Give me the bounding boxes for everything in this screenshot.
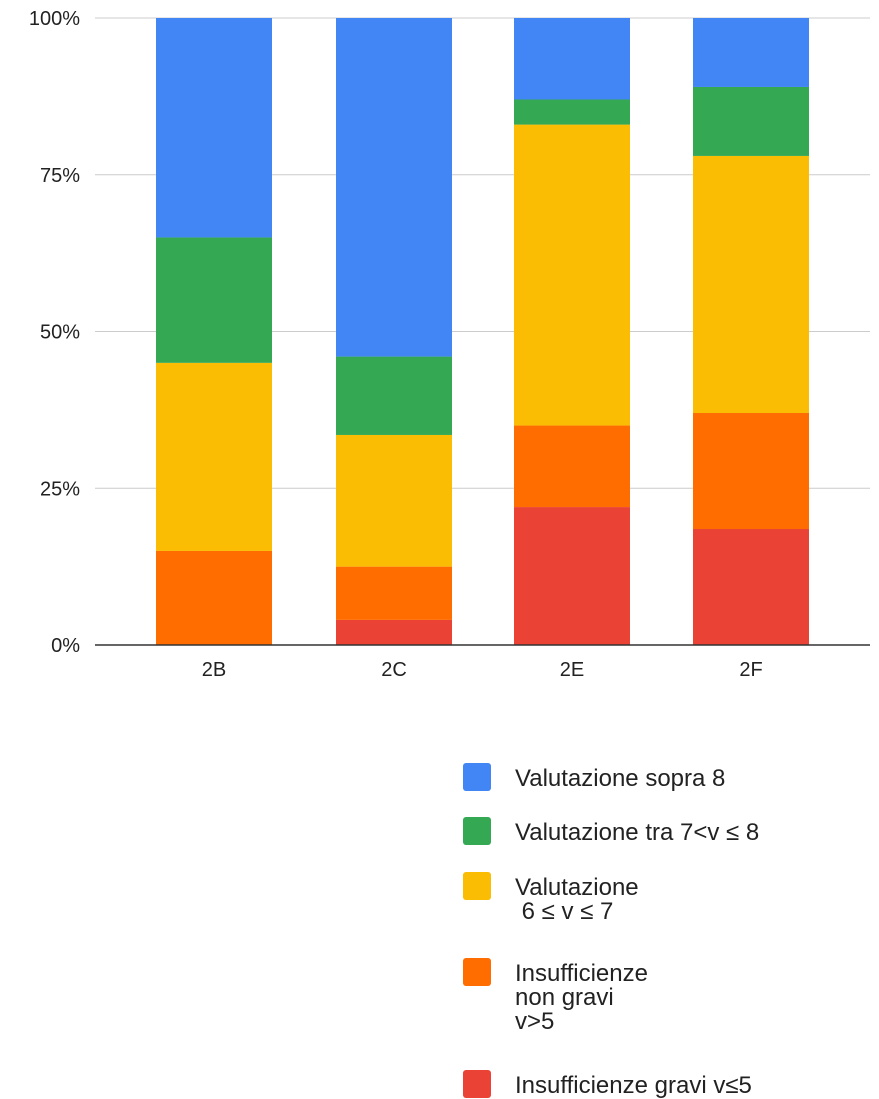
bar-segment-2f-3 <box>693 86 809 156</box>
y-tick-label: 50% <box>40 322 80 344</box>
legend-label: Valutazione 6 ≤ v ≤ 7 <box>515 874 639 925</box>
legend-item: Insufficienze gravi v≤5 <box>463 1070 752 1099</box>
y-tick-label: 0% <box>51 635 80 657</box>
legend-label-line: Valutazione <box>515 874 639 901</box>
legend-swatch <box>463 1070 491 1098</box>
legend-swatch <box>463 958 491 986</box>
bar-segment-2e-3 <box>514 99 630 125</box>
bar-segment-2c-0 <box>336 619 452 645</box>
x-tick-label: 2C <box>381 659 407 681</box>
bar-segment-2c-4 <box>336 18 452 357</box>
bar-segment-2e-2 <box>514 124 630 426</box>
x-tick-label: 2F <box>739 659 762 681</box>
bar-segment-2f-4 <box>693 18 809 87</box>
bar-segment-2b-4 <box>156 18 272 238</box>
legend-item: Valutazione tra 7<v ≤ 8 <box>463 817 759 846</box>
bar-segment-2b-3 <box>156 237 272 363</box>
bar-segment-2f-0 <box>693 529 809 645</box>
legend-label-line: Insufficienze gravi v≤5 <box>515 1072 752 1099</box>
x-tick-label: 2B <box>202 659 226 681</box>
legend: Valutazione sopra 8 Valutazione tra 7<v ≤… <box>463 763 759 1099</box>
bar-segment-2e-0 <box>514 507 630 645</box>
legend-label: Valutazione sopra 8 <box>515 765 725 792</box>
legend-label: Valutazione tra 7<v ≤ 8 <box>515 819 759 846</box>
x-tick-label: 2E <box>560 659 584 681</box>
bar-segment-2b-2 <box>156 362 272 551</box>
legend-label-line: Insufficienze <box>515 960 648 987</box>
axes: 0% 25% 50% 75% 100% 2B 2C 2E 2F <box>29 8 870 681</box>
bar-segment-2e-4 <box>514 18 630 100</box>
legend-swatch <box>463 763 491 791</box>
legend-label-line: Valutazione tra 7<v ≤ 8 <box>515 819 759 846</box>
bar-segment-2f-2 <box>693 155 809 414</box>
bar-segment-2c-3 <box>336 356 452 435</box>
legend-swatch <box>463 872 491 900</box>
legend-label-line: Valutazione sopra 8 <box>515 765 725 792</box>
legend-label-line: non gravi <box>515 984 614 1011</box>
bar-segment-2e-1 <box>514 425 630 508</box>
legend-label: Insufficienze gravi v≤5 <box>515 1072 752 1099</box>
bar-segment-2f-1 <box>693 413 809 530</box>
bar-segment-2c-1 <box>336 566 452 620</box>
y-tick-label: 25% <box>40 478 80 500</box>
legend-label-line: v>5 <box>515 1008 554 1035</box>
legend-item: Insufficienze non gravi v>5 <box>463 958 648 1035</box>
legend-swatch <box>463 817 491 845</box>
bar-segment-2c-2 <box>336 434 452 567</box>
legend-label: Insufficienze non gravi v>5 <box>515 960 648 1035</box>
legend-label-line: 6 ≤ v ≤ 7 <box>515 898 613 925</box>
bars <box>156 18 809 645</box>
y-tick-label: 75% <box>40 165 80 187</box>
bar-segment-2b-1 <box>156 550 272 645</box>
legend-item: Valutazione 6 ≤ v ≤ 7 <box>463 872 639 925</box>
y-tick-label: 100% <box>29 8 80 30</box>
legend-item: Valutazione sopra 8 <box>463 763 725 792</box>
